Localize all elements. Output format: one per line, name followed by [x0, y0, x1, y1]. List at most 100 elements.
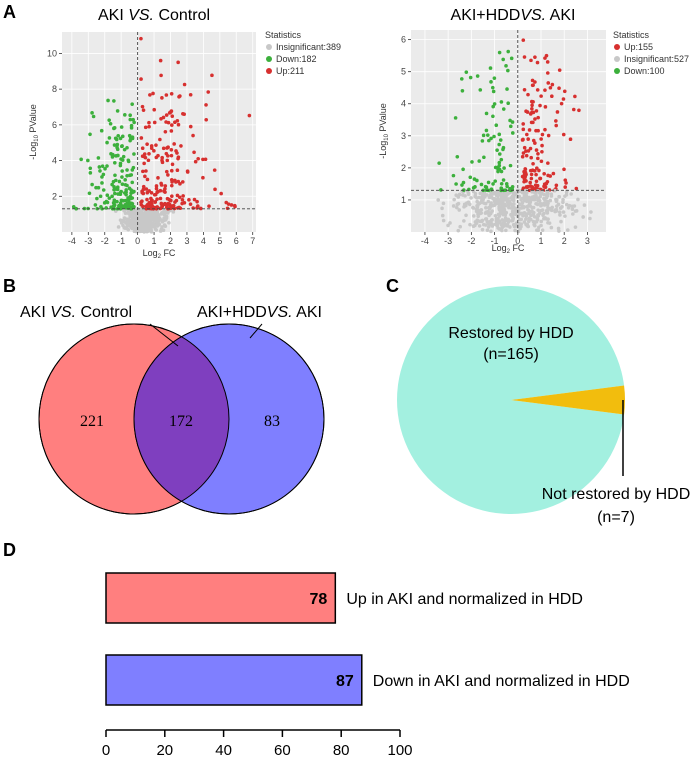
point-up — [141, 169, 145, 174]
point-down — [486, 133, 490, 137]
point-insignificant — [565, 228, 570, 232]
point-down — [93, 203, 98, 207]
venn-label-b-leader — [249, 323, 263, 339]
point-insignificant — [145, 226, 149, 231]
point-down — [105, 193, 110, 198]
point-up — [520, 154, 525, 159]
point-down — [101, 188, 106, 192]
point-down — [126, 159, 131, 164]
point-down — [90, 111, 94, 115]
point-down — [119, 157, 123, 161]
point-insignificant — [157, 222, 161, 227]
point-down — [503, 188, 508, 192]
point-insignificant — [463, 194, 467, 198]
point-down — [451, 173, 456, 178]
point-up — [543, 185, 548, 190]
point-up — [534, 128, 538, 133]
point-up — [167, 111, 172, 115]
point-up — [554, 183, 559, 188]
point-insignificant — [476, 212, 480, 216]
point-up — [233, 204, 237, 209]
point-up — [155, 197, 159, 201]
point-insignificant — [511, 215, 515, 220]
point-down — [132, 120, 136, 125]
point-down — [132, 204, 136, 209]
point-insignificant — [457, 208, 462, 212]
point-insignificant — [456, 228, 461, 233]
point-up — [562, 167, 566, 172]
point-up — [188, 92, 193, 97]
point-up — [161, 115, 166, 120]
point-down — [124, 192, 128, 197]
point-down — [470, 160, 474, 164]
point-insignificant — [475, 199, 479, 204]
venn-diagram: AKI VS. Control AKI+HDDVS. AKI 221 172 8… — [20, 304, 325, 515]
volcano1-title: AKI VS. Control — [98, 7, 210, 24]
point-up — [149, 144, 154, 148]
point-up — [163, 201, 167, 206]
legend-label: Insignificant:527 — [624, 54, 689, 64]
point-up — [145, 197, 149, 202]
point-insignificant — [496, 196, 500, 201]
x-tick-label: 0 — [515, 236, 520, 246]
point-down — [131, 117, 135, 122]
point-up — [154, 184, 159, 188]
point-up — [212, 168, 217, 172]
point-down — [497, 142, 501, 147]
point-up — [535, 183, 540, 188]
point-insignificant — [506, 197, 510, 201]
point-insignificant — [440, 206, 444, 211]
point-up — [182, 112, 186, 116]
point-up — [158, 58, 163, 63]
point-up — [533, 117, 537, 121]
point-insignificant — [503, 216, 508, 220]
point-up — [528, 146, 533, 151]
x-tick-label: 4 — [201, 236, 206, 246]
point-down — [468, 175, 473, 180]
point-up — [145, 142, 149, 146]
point-up — [557, 68, 562, 72]
point-insignificant — [160, 211, 164, 215]
point-insignificant — [504, 194, 508, 199]
point-insignificant — [481, 193, 486, 197]
point-down — [487, 138, 491, 143]
point-insignificant — [573, 225, 578, 229]
point-down — [455, 154, 460, 159]
bar-axis-tick-label: 100 — [387, 742, 412, 759]
point-up — [144, 169, 148, 173]
volcano1-points — [71, 36, 252, 234]
point-down — [113, 173, 117, 178]
point-down — [125, 145, 129, 150]
point-up — [522, 176, 527, 181]
point-insignificant — [503, 204, 508, 208]
point-up — [140, 154, 145, 159]
point-insignificant — [484, 217, 489, 221]
point-down — [98, 194, 103, 199]
point-down — [120, 169, 124, 173]
point-up — [573, 94, 577, 99]
y-tick-label: 6 — [401, 35, 406, 45]
point-down — [120, 134, 125, 139]
point-up — [210, 73, 214, 78]
point-insignificant — [441, 218, 446, 223]
point-down — [499, 181, 504, 186]
point-insignificant — [507, 199, 512, 204]
point-up — [526, 149, 531, 153]
point-insignificant — [498, 209, 503, 214]
point-up — [164, 169, 169, 174]
point-down — [484, 185, 489, 190]
point-down — [129, 173, 134, 177]
point-insignificant — [558, 213, 562, 217]
point-up — [529, 155, 534, 160]
point-up — [141, 204, 145, 209]
point-down — [493, 165, 498, 170]
point-up — [166, 201, 171, 206]
point-down — [87, 191, 92, 196]
point-up — [198, 206, 203, 211]
point-down — [489, 136, 493, 141]
point-insignificant — [549, 225, 554, 230]
point-insignificant — [522, 197, 526, 201]
point-insignificant — [473, 194, 478, 199]
point-up — [140, 146, 145, 151]
point-up — [533, 169, 537, 173]
